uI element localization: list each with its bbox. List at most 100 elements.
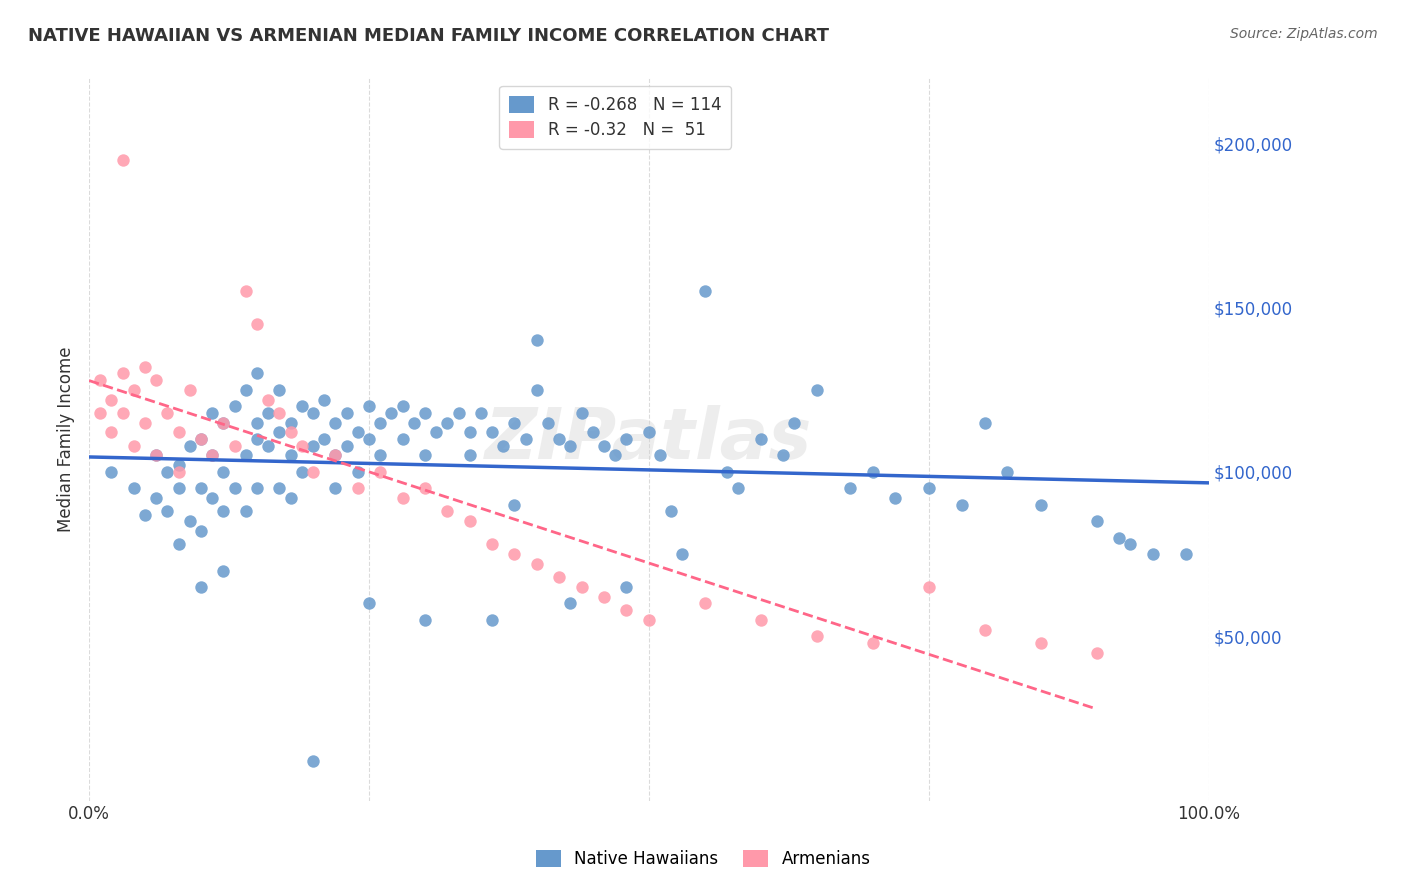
Point <box>111 366 134 380</box>
Point <box>413 613 436 627</box>
Point <box>291 399 314 413</box>
Point <box>693 284 716 298</box>
Point <box>413 481 436 495</box>
Point <box>89 406 111 420</box>
Point <box>280 416 302 430</box>
Point <box>492 439 515 453</box>
Point <box>89 373 111 387</box>
Point <box>671 547 693 561</box>
Point <box>481 537 503 551</box>
Point <box>616 580 638 594</box>
Point <box>357 399 380 413</box>
Point <box>325 416 347 430</box>
Point <box>458 514 481 528</box>
Point <box>291 465 314 479</box>
Point <box>291 439 314 453</box>
Point <box>246 481 269 495</box>
Point <box>458 449 481 463</box>
Point <box>537 416 560 430</box>
Point <box>772 449 794 463</box>
Point <box>458 425 481 440</box>
Point <box>246 432 269 446</box>
Point <box>179 514 201 528</box>
Text: ZIPatlas: ZIPatlas <box>485 405 813 474</box>
Point <box>1142 547 1164 561</box>
Point <box>201 406 224 420</box>
Point <box>526 383 548 397</box>
Point <box>235 449 257 463</box>
Point <box>302 465 325 479</box>
Point <box>212 465 235 479</box>
Point <box>314 432 336 446</box>
Point <box>447 406 470 420</box>
Point <box>145 491 167 506</box>
Point <box>302 754 325 768</box>
Point <box>413 406 436 420</box>
Point <box>235 383 257 397</box>
Point <box>918 481 941 495</box>
Point <box>246 317 269 331</box>
Point <box>156 406 179 420</box>
Point <box>727 481 749 495</box>
Point <box>346 465 368 479</box>
Y-axis label: Median Family Income: Median Family Income <box>58 346 75 532</box>
Point <box>1175 547 1198 561</box>
Point <box>884 491 907 506</box>
Point <box>257 392 280 407</box>
Point <box>145 373 167 387</box>
Point <box>201 449 224 463</box>
Point <box>100 392 122 407</box>
Point <box>302 439 325 453</box>
Point <box>503 547 526 561</box>
Point <box>235 284 257 298</box>
Point <box>862 636 884 650</box>
Point <box>391 491 413 506</box>
Point <box>134 416 156 430</box>
Point <box>357 432 380 446</box>
Point <box>368 465 391 479</box>
Point <box>325 481 347 495</box>
Point <box>122 439 145 453</box>
Point <box>269 383 291 397</box>
Point <box>1085 646 1108 660</box>
Point <box>380 406 402 420</box>
Point <box>280 425 302 440</box>
Point <box>314 392 336 407</box>
Point <box>481 425 503 440</box>
Point <box>470 406 492 420</box>
Text: Source: ZipAtlas.com: Source: ZipAtlas.com <box>1230 27 1378 41</box>
Point <box>368 449 391 463</box>
Point <box>134 508 156 522</box>
Legend: R = -0.268   N = 114, R = -0.32   N =  51: R = -0.268 N = 114, R = -0.32 N = 51 <box>499 86 731 149</box>
Point <box>571 406 593 420</box>
Point <box>257 439 280 453</box>
Point <box>111 406 134 420</box>
Point <box>391 432 413 446</box>
Point <box>167 481 190 495</box>
Point <box>862 465 884 479</box>
Point <box>839 481 862 495</box>
Point <box>637 613 659 627</box>
Point <box>190 481 212 495</box>
Point <box>616 603 638 617</box>
Point <box>145 449 167 463</box>
Point <box>122 481 145 495</box>
Point <box>325 449 347 463</box>
Point <box>201 491 224 506</box>
Point <box>425 425 447 440</box>
Point <box>212 416 235 430</box>
Point <box>526 334 548 348</box>
Point <box>368 416 391 430</box>
Point <box>391 399 413 413</box>
Point <box>269 406 291 420</box>
Point <box>995 465 1018 479</box>
Point <box>560 596 582 610</box>
Point <box>481 613 503 627</box>
Point <box>357 596 380 610</box>
Point <box>190 580 212 594</box>
Point <box>325 449 347 463</box>
Point <box>571 580 593 594</box>
Point <box>1085 514 1108 528</box>
Point <box>605 449 627 463</box>
Point <box>749 432 772 446</box>
